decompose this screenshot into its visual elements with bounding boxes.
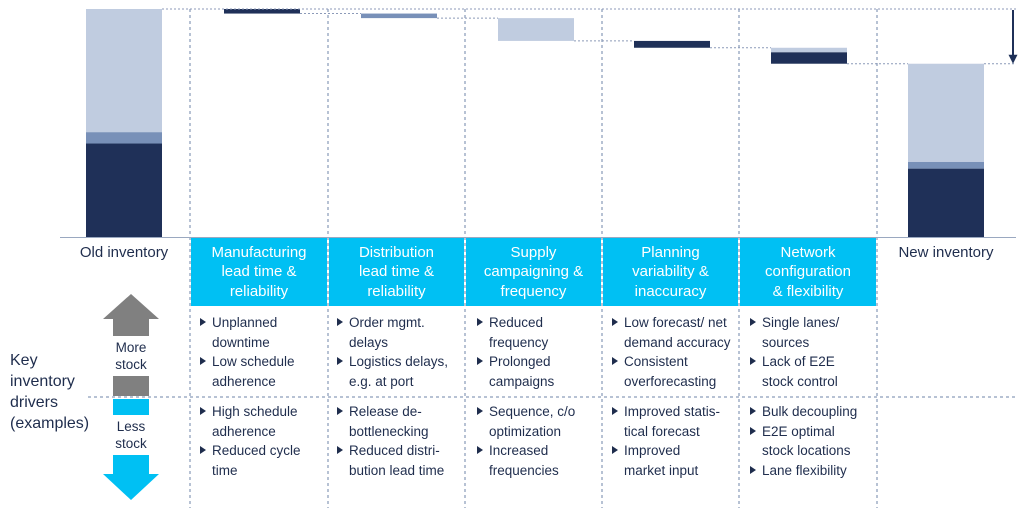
key-drivers-label: Key inventory drivers (examples) [10,352,90,432]
driver-item: Lack of E2E stock control [749,352,877,391]
driver-item: Consistent overforecasting [611,352,740,391]
driver-item: Single lanes/ sources [749,313,877,352]
driver-item: Reduced cycle time [199,441,325,480]
old-inventory-mid-segment [86,132,162,144]
category-supply-campaigning: Supply campaigning & frequency [466,238,601,306]
new-inventory-mid-segment [908,161,984,169]
more-stock-label-background [113,336,149,376]
driver-list-more: Order mgmt. delays Logistics delays, e.g… [336,313,464,391]
more-stock-label: More stock [115,340,147,372]
driver-item: Reduced frequency [476,313,601,352]
driver-list-more: Reduced frequency Prolonged campaigns [476,313,601,391]
driver-list-more: Low forecast/ net demand accuracy Consis… [611,313,740,391]
driver-item: Increased frequencies [476,441,601,480]
driver-item: Prolonged campaigns [476,352,601,391]
category-planning: Planning variability & inaccuracy [603,238,738,306]
driver-list-more: Single lanes/ sources Lack of E2E stock … [749,313,877,391]
category-label: Manufacturing lead time & reliability [211,243,307,300]
driver-item: Improved statis- tical forecast [611,402,740,441]
driver-list-less: Sequence, c/o optimization Increased fre… [476,402,601,480]
driver-item: Low schedule adherence [199,352,325,391]
category-label: Distribution lead time & reliability [358,243,435,300]
reduction-arrow-head [1008,54,1018,64]
less-stock-label-background [113,415,149,455]
driver-list-less: Release de- bottlenecking Reduced distri… [336,402,464,480]
driver-item: Sequence, c/o optimization [476,402,601,441]
step-2-mid-bar [361,13,437,19]
less-stock-label: Less stock [115,419,147,451]
driver-list-less: High schedule adherence Reduced cycle ti… [199,402,325,480]
driver-item: Reduced distri- bution lead time [336,441,464,480]
driver-list-less: Bulk decoupling E2E optimal stock locati… [749,402,877,480]
step-4-dark-bar [634,40,710,48]
driver-list-less: Improved statis- tical forecast Improved… [611,402,740,480]
step-5-light-bar [771,47,847,53]
driver-item: Unplanned downtime [199,313,325,352]
category-label: Supply campaigning & frequency [483,243,584,300]
category-distribution: Distribution lead time & reliability [329,238,464,306]
driver-item: E2E optimal stock locations [749,422,877,461]
driver-item: Improved market input [611,441,740,480]
driver-item: Order mgmt. delays [336,313,464,352]
driver-item: Release de- bottlenecking [336,402,464,441]
step-5-dark-bar [771,52,847,64]
old-inventory-light-segment [86,9,162,133]
old-inventory-label: Old inventory [79,244,169,261]
driver-item: Logistics delays, e.g. at port [336,352,464,391]
category-network: Network configuration & flexibility [740,238,876,306]
category-label: Network configuration & flexibility [765,243,851,300]
category-manufacturing: Manufacturing lead time & reliability [191,238,327,306]
driver-item: Lane flexibility [749,461,877,481]
new-inventory-label: New inventory [898,244,994,261]
driver-item: Bulk decoupling [749,402,877,422]
category-label: Planning variability & inaccuracy [632,243,709,300]
new-inventory-dark-segment [908,168,984,237]
driver-item: Low forecast/ net demand accuracy [611,313,740,352]
driver-list-more: Unplanned downtime Low schedule adherenc… [199,313,325,391]
step-1-dark-bar [224,9,300,14]
new-inventory-light-segment [908,63,984,162]
driver-item: High schedule adherence [199,402,325,441]
old-inventory-dark-segment [86,143,162,237]
step-3-light-bar [498,18,574,41]
